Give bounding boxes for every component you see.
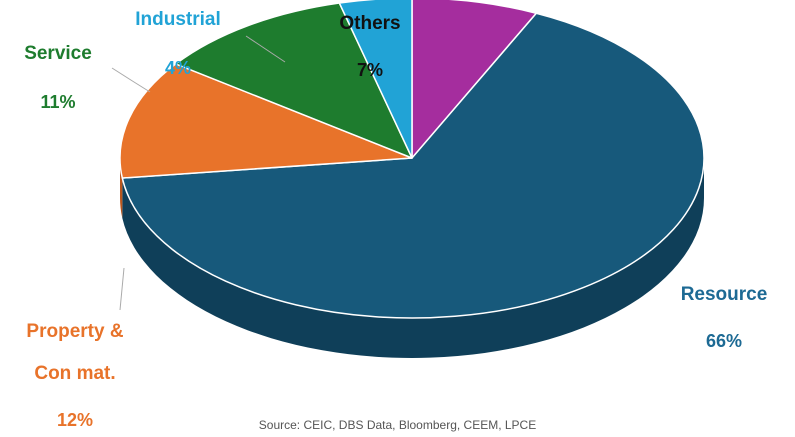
label-name-industrial: Industrial bbox=[135, 9, 221, 30]
slice-property-con-mat bbox=[119, 63, 413, 179]
label-value-others: 7% bbox=[357, 60, 383, 80]
slice-side-resource bbox=[122, 158, 705, 358]
label-value-resource: 66% bbox=[706, 331, 742, 351]
label-name-property-con-mat-line-1: Property & bbox=[26, 321, 123, 342]
slice-labels: Resource 66% Property & Con mat. 12% Service 1… bbox=[24, 9, 767, 430]
slice-others bbox=[411, 0, 538, 159]
leader-line-service bbox=[111, 67, 151, 93]
slice-service bbox=[175, 2, 413, 159]
pie-slices bbox=[119, 0, 705, 319]
leader-line-property bbox=[119, 267, 125, 311]
label-value-property-con-mat: 12% bbox=[57, 410, 93, 430]
label-value-service: 11% bbox=[40, 92, 75, 112]
label-value-industrial: 4% bbox=[165, 58, 191, 78]
label-name-property-con-mat-line-2: Con mat. bbox=[34, 363, 115, 384]
label-name-others: Others bbox=[339, 13, 400, 34]
leader-line-industrial bbox=[245, 35, 286, 63]
slice-industrial bbox=[338, 0, 413, 159]
source-note: Source: CEIC, DBS Data, Bloomberg, CEEM,… bbox=[258, 418, 537, 432]
slice-resource bbox=[121, 12, 705, 319]
leader-lines bbox=[111, 35, 286, 311]
label-name-resource: Resource bbox=[681, 284, 768, 305]
label-name-service: Service bbox=[24, 43, 92, 64]
